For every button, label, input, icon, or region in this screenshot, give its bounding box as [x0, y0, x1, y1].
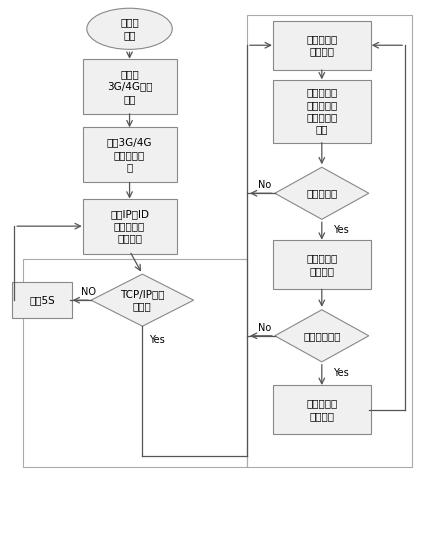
- Polygon shape: [275, 310, 369, 362]
- Text: 主程序
开始: 主程序 开始: [120, 18, 139, 40]
- FancyBboxPatch shape: [273, 385, 371, 435]
- Text: No: No: [258, 322, 271, 333]
- FancyBboxPatch shape: [273, 20, 371, 70]
- Text: No: No: [258, 180, 271, 190]
- Text: 发送心跳包
给云平台: 发送心跳包 给云平台: [306, 398, 338, 421]
- Text: NO: NO: [81, 287, 96, 297]
- Text: 操作结果返
回云平台: 操作结果返 回云平台: [306, 253, 338, 276]
- FancyBboxPatch shape: [83, 127, 177, 182]
- FancyBboxPatch shape: [273, 240, 371, 289]
- Polygon shape: [275, 167, 369, 219]
- Text: 读发生装置
数据或写命
令控制发生
装置: 读发生装置 数据或写命 令控制发生 装置: [306, 88, 338, 134]
- Ellipse shape: [87, 8, 172, 50]
- FancyBboxPatch shape: [83, 199, 177, 253]
- Text: 心跳时间到？: 心跳时间到？: [303, 331, 341, 341]
- Text: Yes: Yes: [333, 225, 349, 235]
- FancyBboxPatch shape: [83, 59, 177, 114]
- Polygon shape: [91, 274, 194, 326]
- Text: 延时5S: 延时5S: [29, 295, 55, 305]
- FancyBboxPatch shape: [12, 282, 72, 318]
- Text: Yes: Yes: [150, 335, 165, 345]
- Text: 中断接收云
平台指令: 中断接收云 平台指令: [306, 34, 338, 56]
- FancyBboxPatch shape: [273, 79, 371, 143]
- Text: 发送IP、ID
信息登录云
端服务器: 发送IP、ID 信息登录云 端服务器: [110, 209, 149, 244]
- Text: 延时超时？: 延时超时？: [306, 188, 338, 198]
- Text: TCP/IP连接
建立？: TCP/IP连接 建立？: [120, 289, 165, 311]
- Text: 建立3G/4G
无线通道链
接: 建立3G/4G 无线通道链 接: [107, 138, 152, 172]
- Text: Yes: Yes: [333, 368, 349, 378]
- Text: 初始化
3G/4G无线
模块: 初始化 3G/4G无线 模块: [107, 69, 152, 104]
